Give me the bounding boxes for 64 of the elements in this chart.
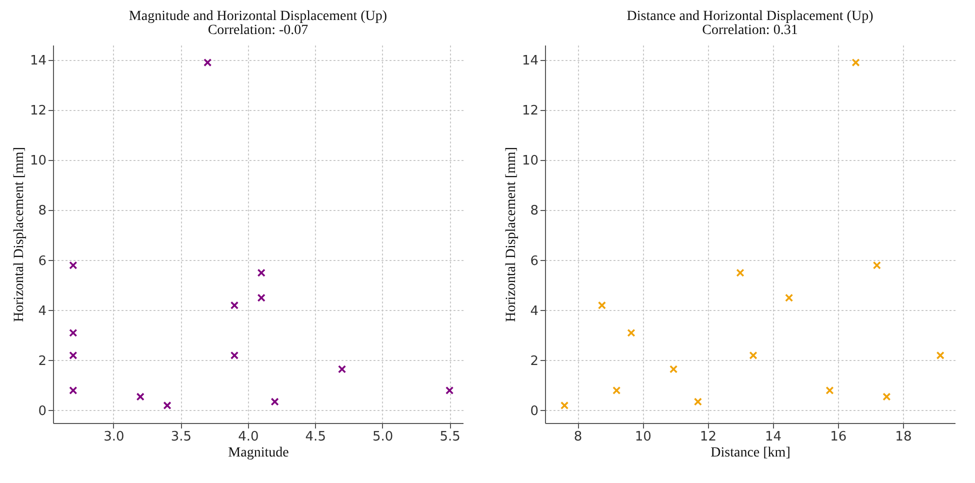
x-tick-label: 3.0 [104, 430, 124, 444]
x-tick-label: 10 [634, 430, 652, 444]
y-tick-label: 12 [30, 104, 46, 119]
x-tick-label: 8 [574, 430, 582, 444]
x-tick-label: 3.5 [170, 430, 192, 444]
y-tick-label: 4 [38, 304, 46, 319]
point [204, 58, 212, 67]
chart-subtitle: Correlation: 0.31 [702, 23, 798, 38]
point [784, 294, 794, 302]
y-tick-label: 12 [522, 104, 538, 119]
point [612, 386, 621, 395]
y-tick-label: 14 [30, 54, 46, 69]
point [136, 392, 144, 401]
y-axis-title: Horizontal Displacement [mm] [504, 147, 519, 322]
point [627, 328, 636, 337]
point [257, 294, 266, 302]
point [69, 328, 78, 337]
point [736, 268, 744, 277]
point [560, 401, 569, 410]
point [445, 386, 454, 395]
point [598, 301, 606, 310]
point [230, 301, 239, 310]
point [69, 351, 78, 360]
y-tick-label: 2 [530, 354, 538, 369]
point [694, 398, 702, 406]
point [257, 268, 266, 277]
x-axis-title: Magnitude [228, 446, 289, 460]
y-tick-label: 10 [30, 154, 46, 169]
point [882, 392, 891, 401]
point [826, 386, 834, 395]
x-tick-label: 12 [700, 430, 716, 444]
point [669, 365, 678, 374]
point [69, 386, 78, 395]
y-axis-title: Horizontal Displacement [mm] [12, 147, 27, 322]
y-tick-label: 8 [530, 204, 538, 219]
point [852, 58, 860, 67]
point [936, 351, 944, 360]
y-tick-label: 0 [530, 404, 538, 419]
y-tick-label: 10 [522, 154, 538, 169]
y-tick-label: 8 [38, 204, 46, 219]
x-tick-label: 4.0 [238, 430, 259, 444]
x-axis-title: Distance [km] [710, 446, 790, 460]
y-tick-label: 6 [38, 254, 46, 269]
x-tick-label: 4.5 [305, 430, 326, 444]
chart-subtitle: Correlation: -0.07 [208, 23, 308, 38]
y-tick-label: 6 [530, 254, 538, 269]
y-tick-label: 14 [522, 54, 538, 69]
y-tick-label: 4 [530, 304, 538, 319]
chart-title: Distance and Horizontal Displacement (Up) [626, 9, 874, 24]
x-tick-label: 5.0 [372, 430, 394, 444]
point [872, 261, 881, 270]
point [270, 398, 279, 406]
x-tick-label: 16 [830, 430, 847, 444]
chart-title: Magnitude and Horizontal Displacement (Up) [128, 9, 388, 24]
point [230, 351, 239, 360]
y-tick-label: 2 [38, 354, 46, 369]
point [749, 351, 758, 360]
point [338, 365, 346, 374]
x-tick-label: 5.5 [440, 430, 460, 444]
x-tick-label: 14 [765, 430, 782, 444]
y-tick-label: 0 [38, 404, 46, 419]
x-tick-label: 18 [895, 430, 912, 444]
point [163, 401, 172, 410]
point [69, 261, 78, 270]
